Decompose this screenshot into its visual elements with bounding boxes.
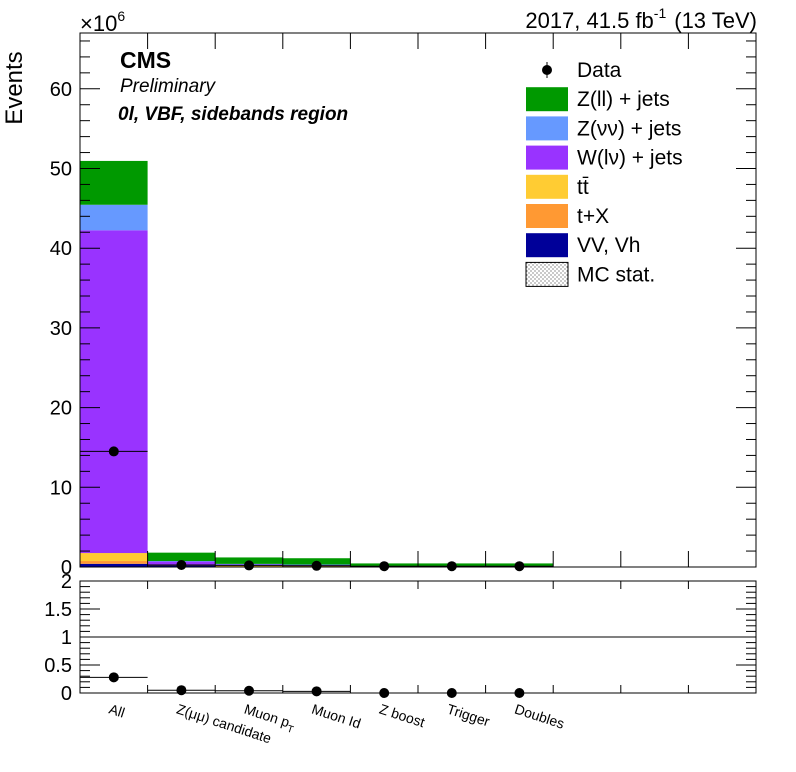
data-point-1 <box>176 560 187 571</box>
data-point-4 <box>379 561 390 572</box>
legend-swatch-mc-stat <box>525 261 569 287</box>
data-point-3 <box>311 560 322 571</box>
ratio-y-tick-label-2: 1 <box>61 627 72 649</box>
x-tick-label-3: Muon Id <box>310 701 363 732</box>
ratio-y-tick-label-4: 2 <box>61 571 72 593</box>
cms-label: CMS <box>120 47 171 73</box>
legend-label-4: tt̄ <box>577 176 589 199</box>
y-tick-label-20: 20 <box>50 398 72 420</box>
legend: Data Z(ll) + jets Z(νν) + jets W(lν) + jets… <box>525 59 683 287</box>
x-tick-label-5: Trigger <box>445 701 492 730</box>
ratio-points <box>108 672 525 698</box>
ratio-axes: 0 0.5 1 1.5 2 <box>44 571 756 705</box>
legend-label-1: Z(ll) + jets <box>577 88 670 111</box>
ratio-y-tick-label-3: 1.5 <box>44 599 72 621</box>
data-point-0 <box>108 446 119 457</box>
bar-z-jets-0 <box>80 204 148 231</box>
bar-z-ll-jets-1 <box>147 552 216 562</box>
ratio-point-0 <box>108 672 119 683</box>
y-tick-label-60: 60 <box>50 79 72 101</box>
region-label: 0l, VBF, sidebands region <box>118 104 348 125</box>
legend-swatch-5 <box>526 204 568 228</box>
ratio-y-tick-label-1: 0.5 <box>44 655 72 677</box>
legend-label-2: Z(νν) + jets <box>577 117 681 140</box>
ratio-y-tick-label-0: 0 <box>61 683 72 705</box>
y-axis-label: Events <box>1 51 28 124</box>
main-axes: 0 10 20 30 40 50 60 <box>50 33 756 579</box>
legend-swatch-4 <box>526 174 568 199</box>
main-bars <box>80 160 554 568</box>
x-tick-label-4: Z boost <box>377 701 426 731</box>
data-point-2 <box>244 560 254 571</box>
y-tick-label-10: 10 <box>50 477 72 499</box>
ratio-point-2 <box>244 685 254 696</box>
x-tick-label-0: All <box>107 701 127 721</box>
lumi-label: 2017, 41.5 fb-1 (13 TeV) <box>525 5 757 33</box>
legend-label-6: VV, Vh <box>577 234 640 257</box>
legend-label-7: MC stat. <box>577 263 655 286</box>
legend-label-5: t+X <box>577 205 609 228</box>
y-tick-label-30: 30 <box>50 318 72 340</box>
legend-label-3: W(lν) + jets <box>577 147 683 170</box>
data-points <box>80 446 554 572</box>
y-tick-label-50: 50 <box>50 158 72 180</box>
legend-label-0: Data <box>577 59 622 82</box>
legend-swatch-3 <box>526 145 568 170</box>
bar-w-l-jets-0 <box>80 230 148 554</box>
data-point-5 <box>446 561 457 572</box>
data-point-6 <box>514 561 525 572</box>
bar-t-x-0 <box>80 561 148 564</box>
ratio-point-3 <box>311 686 322 697</box>
legend-swatch-2 <box>526 116 568 141</box>
bar-z-ll-jets-0 <box>80 160 148 205</box>
preliminary-label: Preliminary <box>120 76 217 97</box>
legend-swatch-1 <box>526 87 568 112</box>
y-tick-label-40: 40 <box>50 238 72 260</box>
y-tick-label-0: 0 <box>61 557 72 579</box>
bar-tt--0 <box>80 553 148 562</box>
x-tick-label-6: Doubles <box>513 701 567 732</box>
bar-vv-vh-0 <box>80 563 148 567</box>
ratio-point-1 <box>176 685 187 696</box>
exponent-label: ×106 <box>80 8 125 36</box>
legend-swatch-6 <box>526 233 568 258</box>
